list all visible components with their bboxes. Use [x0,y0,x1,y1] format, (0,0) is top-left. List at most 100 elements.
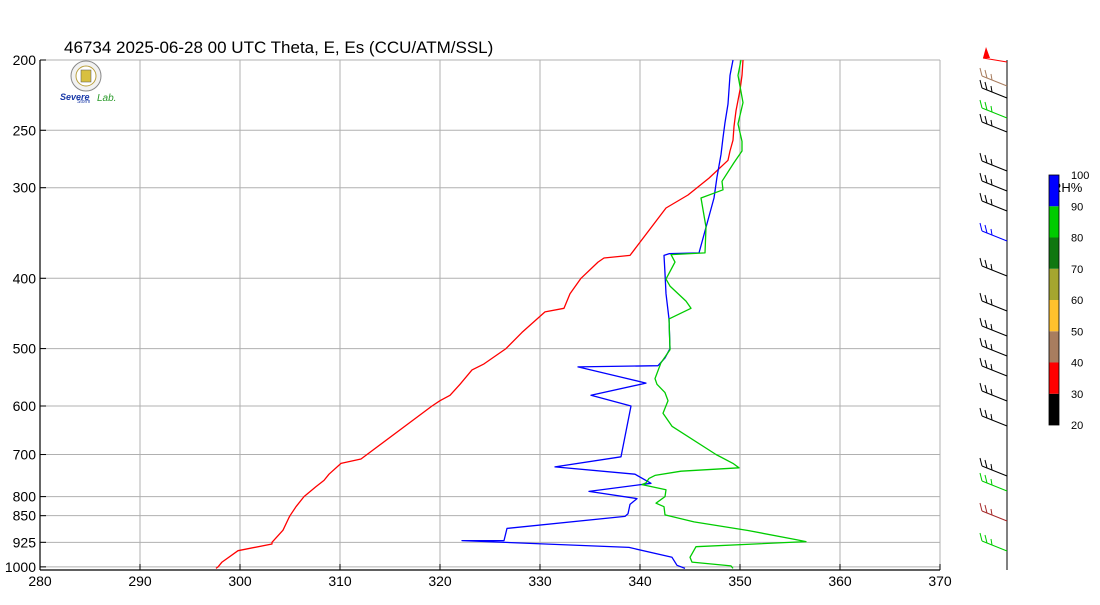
wind-barb-staff [981,160,1008,172]
x-tick-label: 360 [828,573,852,589]
logo-text-severe: Severe [60,92,90,102]
wind-barb-flag [979,292,983,302]
wind-barb-flag [979,99,983,109]
wind-barb-flag [984,174,988,184]
wind-barb-flag [984,534,988,544]
wind-barb-flag [984,101,988,111]
wind-barb [979,502,1008,522]
wind-barb-flag [984,474,988,484]
wind-barb-panel [979,47,1008,570]
wind-barb-flag [979,472,983,482]
wind-barb [979,317,1008,337]
wind-barb-staff [981,325,1008,337]
colorbar-segment [1049,362,1059,394]
colorbar-segment [1049,268,1059,300]
wind-barb-flag [984,504,988,514]
wind-barb-staff [981,230,1008,242]
colorbar-tick-label: 40 [1071,358,1083,370]
wind-barb-flag [990,263,993,271]
wind-barb-flag [990,119,993,127]
series-line-3 [641,59,807,569]
wind-barb-flag [984,294,988,304]
wind-barb [979,79,1008,99]
wind-barb [979,337,1008,357]
wind-barb-staff [981,465,1008,477]
logo-text-lab: Lab. [97,93,116,104]
y-tick-label: 800 [13,489,37,505]
x-tick-labels: 280 290 300 310 320 330 340 350 360 370 [28,573,952,589]
colorbar-tick-label: 60 [1071,295,1083,307]
colorbar-segment [1049,300,1059,332]
wind-barb [979,192,1008,212]
wind-barb-staff [981,107,1008,119]
wind-barb-flag [979,382,983,392]
wind-barb-staff [981,75,1008,87]
colorbar-segment [1049,206,1059,238]
chart-title: 46734 2025-06-28 00 UTC Theta, E, Es (CC… [64,38,493,57]
wind-barb-staff [981,121,1008,133]
y-tick-label: 850 [13,508,37,524]
wind-barb-flag [990,413,993,421]
wind-barb-staff [981,200,1008,212]
wind-barb [979,472,1008,492]
wind-barb [979,99,1008,119]
x-tick-label: 370 [928,573,952,589]
wind-barb-flag [979,502,983,512]
wind-barb-staff [981,87,1008,99]
axes [39,59,941,571]
wind-barb [982,47,1008,63]
wind-barb-flag [990,463,993,471]
colorbar-tick-label: 20 [1071,420,1083,432]
wind-barb-flag [984,384,988,394]
wind-barb-flag [990,228,993,236]
y-tick-labels: 200 250 300 400 500 600 700 800 850 925 1000 [5,52,36,575]
logo-text-storm: Storm [77,99,90,105]
wind-barb-flag [984,194,988,204]
wind-barb-flag [990,343,993,351]
grid-lines [40,59,941,570]
wind-barb-flag [984,459,988,469]
wind-barb-staff [981,540,1008,552]
wind-barb-flag [990,478,993,486]
wind-barb-flag [979,337,983,347]
y-tick-label: 600 [13,398,37,414]
colorbar-segment [1049,175,1059,207]
wind-barb-flag [990,508,993,516]
wind-barb-flag [990,298,993,306]
wind-barb-flag [979,257,983,267]
x-tick-label: 280 [28,573,52,589]
x-tick-label: 290 [128,573,152,589]
colorbar-tick-label: 50 [1071,326,1083,338]
wind-barb-flag [979,407,983,417]
wind-barb-staff [981,180,1008,192]
wind-barb [979,257,1008,277]
wind-pennant [983,47,990,58]
wind-barb [979,222,1008,242]
wind-barb-flag [990,538,993,546]
wind-barb-staff [981,345,1008,357]
colorbar-segment [1049,331,1059,363]
wind-barb-flag [990,85,993,93]
x-tick-label: 330 [528,573,552,589]
wind-barb-staff [981,415,1008,427]
wind-barb-staff [981,510,1008,522]
wind-barb-flag [979,457,983,467]
wind-barb-staff [981,365,1008,377]
wind-barb [979,152,1008,172]
wind-barb-flag [990,158,993,166]
wind-barb-flag [979,532,983,542]
wind-barb-flag [990,323,993,331]
y-tick-label: 300 [13,180,37,196]
wind-barb-flag [984,409,988,419]
wind-barb-flag [990,73,993,81]
severe-storm-lab-logo: Severe Storm Lab. [60,60,116,105]
wind-barb [979,67,1008,87]
wind-barb-flag [979,113,983,123]
wind-barb-flag [984,69,988,79]
series-line-2 [461,59,734,570]
colorbar-tick-label: 90 [1071,201,1083,213]
colorbar-frame [1048,174,1060,426]
wind-barb-flag [979,79,983,89]
x-tick-label: 350 [728,573,752,589]
wind-barb-flag [990,388,993,396]
